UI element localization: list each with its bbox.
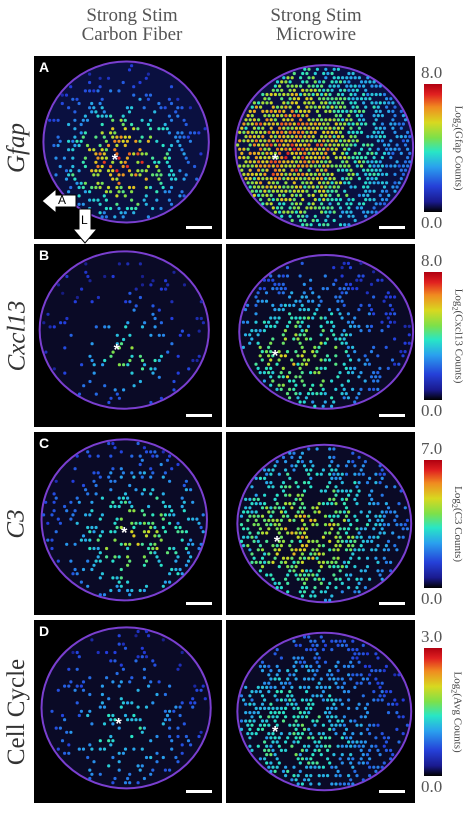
- panel-letter: A: [39, 59, 50, 75]
- row-label-3: Cell Cycle: [2, 620, 32, 803]
- gene-name: C3: [3, 508, 30, 539]
- row-label-0: Gfap: [2, 56, 32, 239]
- column-header-line2: Microwire: [275, 24, 357, 45]
- spatial-spot-map: [236, 443, 413, 604]
- colorbar-min-label: 0.0: [421, 777, 443, 796]
- colorbar-title: Log2(Cxcl13 Counts): [444, 272, 470, 400]
- panel-d-carbon-fiber: * D: [34, 620, 222, 803]
- colorbar: [424, 272, 442, 400]
- tissue-outline: [234, 64, 415, 231]
- colorbar-max-label: 7.0: [421, 439, 443, 458]
- electrode-site-marker: *: [111, 152, 118, 170]
- colorbar: [424, 460, 442, 588]
- spatial-spot-map: [40, 626, 212, 790]
- colorbar: [424, 648, 442, 776]
- spatial-spot-map: [38, 250, 210, 410]
- electrode-site-marker: *: [113, 342, 120, 360]
- scale-bar: [186, 790, 212, 793]
- colorbar-max-label: 3.0: [421, 627, 443, 646]
- colorbar-title-suffix: (C3 Counts): [452, 507, 465, 562]
- colorbar-title-prefix: Log: [452, 671, 465, 690]
- electrode-site-marker: *: [272, 152, 279, 170]
- colorbar-title-suffix: (Gfap Counts): [452, 127, 465, 191]
- colorbar-title: Log2(Gfap Counts): [444, 84, 470, 212]
- scale-bar: [379, 602, 405, 605]
- scale-bar: [379, 226, 405, 229]
- anterior-arrow-label: A: [58, 193, 67, 207]
- panel-letter: D: [39, 623, 50, 639]
- panel-letter: C: [39, 435, 50, 451]
- colorbar-title: Log2(Avg Counts): [444, 648, 470, 776]
- row-label-2: C3: [2, 432, 32, 615]
- lateral-arrow-label: L: [81, 213, 88, 227]
- panel-b-carbon-fiber: * B: [34, 244, 222, 427]
- scale-bar: [186, 602, 212, 605]
- panel-a-microwire: *: [226, 56, 415, 239]
- column-header-line1: Strong Stim: [270, 5, 362, 26]
- colorbar: [424, 84, 442, 212]
- gene-name: Gfap: [3, 122, 30, 173]
- colorbar-title: Log2(C3 Counts): [444, 460, 470, 588]
- spatial-spot-map: [234, 64, 415, 231]
- column-header-line2: Carbon Fiber: [81, 24, 183, 45]
- colorbar-title-prefix: Log: [452, 288, 465, 307]
- tissue-outline: [38, 250, 210, 410]
- panel-b-microwire: *: [226, 244, 415, 427]
- scale-bar: [186, 414, 212, 417]
- colorbar-title-prefix: Log: [452, 486, 465, 504]
- scale-bar: [186, 226, 212, 229]
- column-header-microwire: Strong Stim Microwire: [226, 6, 406, 44]
- colorbar-min-label: 0.0: [421, 401, 443, 420]
- spatial-spot-map: [238, 253, 415, 410]
- colorbar-title-prefix: Log: [452, 105, 465, 124]
- colorbar-title-suffix: (Avg Counts): [452, 693, 465, 753]
- spatial-spot-map: [40, 438, 208, 602]
- tissue-outline: [40, 626, 212, 790]
- column-header-carbon-fiber: Strong Stim Carbon Fiber: [42, 6, 222, 44]
- spatial-spot-map: [42, 60, 210, 224]
- scale-bar: [379, 790, 405, 793]
- anterior-arrow-icon: A: [40, 186, 80, 216]
- colorbar-min-label: 0.0: [421, 213, 443, 232]
- row-label-1: Cxcl13: [2, 244, 32, 427]
- panel-letter: B: [39, 247, 50, 263]
- spatial-spot-map: [236, 631, 413, 792]
- panel-d-microwire: *: [226, 620, 415, 803]
- electrode-site-marker: *: [121, 524, 128, 542]
- colorbar-max-label: 8.0: [421, 63, 443, 82]
- electrode-site-marker: *: [272, 723, 279, 741]
- electrode-site-marker: *: [272, 347, 279, 365]
- tissue-outline: [40, 438, 208, 602]
- column-header-line1: Strong Stim: [86, 5, 178, 26]
- panel-c-microwire: *: [226, 432, 415, 615]
- lateral-arrow-icon: L: [70, 207, 100, 245]
- panel-a-carbon-fiber: * A: [34, 56, 222, 239]
- colorbar-min-label: 0.0: [421, 589, 443, 608]
- colorbar-max-label: 8.0: [421, 251, 443, 270]
- electrode-site-marker: *: [273, 533, 281, 551]
- electrode-site-marker: *: [115, 716, 122, 734]
- scale-bar: [379, 414, 405, 417]
- panel-c-carbon-fiber: * C: [34, 432, 222, 615]
- gene-name: Cxcl13: [3, 300, 31, 371]
- colorbar-title-suffix: (Cxcl13 Counts): [452, 310, 465, 384]
- gene-name: Cell Cycle: [3, 658, 31, 765]
